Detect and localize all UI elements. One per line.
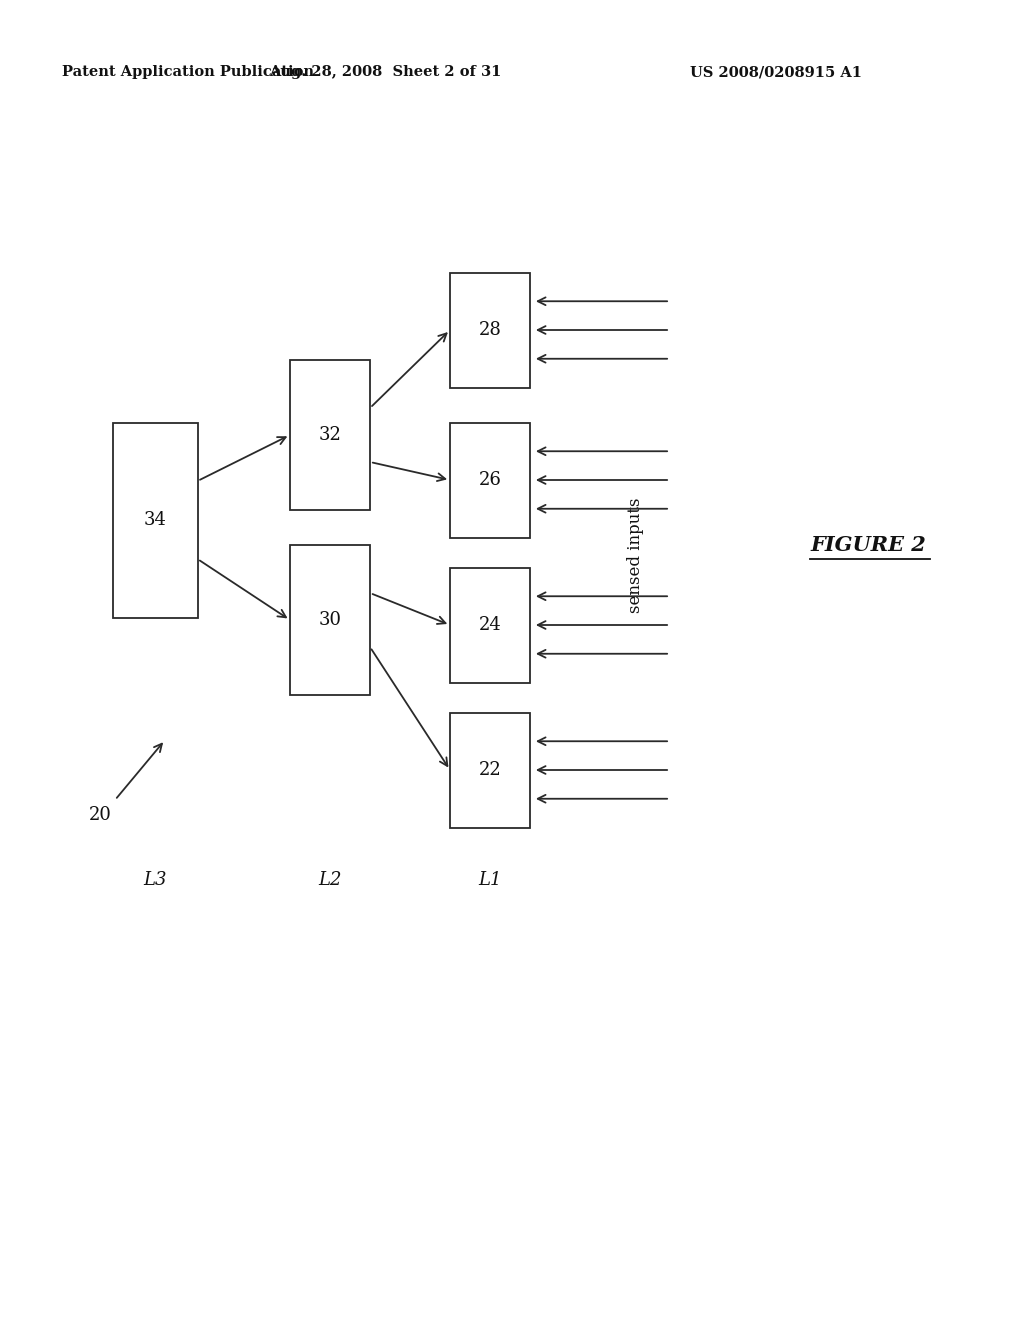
Text: FIGURE 2: FIGURE 2 bbox=[810, 535, 926, 554]
Bar bbox=[450, 422, 530, 537]
Bar bbox=[450, 568, 530, 682]
Text: L3: L3 bbox=[143, 871, 167, 888]
Text: 32: 32 bbox=[318, 426, 341, 444]
Bar bbox=[450, 272, 530, 388]
Text: 30: 30 bbox=[318, 611, 341, 630]
Bar bbox=[290, 360, 370, 510]
Bar bbox=[290, 545, 370, 696]
Text: 22: 22 bbox=[478, 762, 502, 779]
Text: L2: L2 bbox=[318, 871, 342, 888]
Text: 34: 34 bbox=[143, 511, 167, 529]
Text: 28: 28 bbox=[478, 321, 502, 339]
Text: US 2008/0208915 A1: US 2008/0208915 A1 bbox=[690, 65, 862, 79]
Bar bbox=[450, 713, 530, 828]
Text: Patent Application Publication: Patent Application Publication bbox=[62, 65, 314, 79]
Bar bbox=[113, 422, 198, 618]
Text: 24: 24 bbox=[478, 616, 502, 634]
Text: L1: L1 bbox=[478, 871, 502, 888]
Text: Aug. 28, 2008  Sheet 2 of 31: Aug. 28, 2008 Sheet 2 of 31 bbox=[269, 65, 501, 79]
Text: 20: 20 bbox=[88, 807, 112, 824]
Text: sensed inputs: sensed inputs bbox=[627, 498, 643, 612]
Text: 26: 26 bbox=[478, 471, 502, 488]
